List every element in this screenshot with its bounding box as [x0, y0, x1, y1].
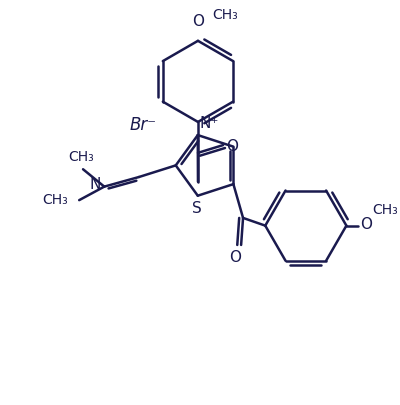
Text: O: O: [229, 250, 241, 265]
Text: O: O: [226, 139, 238, 153]
Text: O: O: [192, 14, 204, 29]
Text: CH₃: CH₃: [212, 8, 238, 21]
Text: S: S: [192, 200, 202, 215]
Text: CH₃: CH₃: [372, 203, 398, 217]
Text: CH₃: CH₃: [68, 150, 94, 164]
Text: CH₃: CH₃: [42, 193, 68, 207]
Text: N⁺: N⁺: [200, 116, 219, 131]
Text: Br⁻: Br⁻: [130, 116, 156, 134]
Text: N: N: [89, 177, 100, 192]
Text: O: O: [360, 217, 372, 232]
